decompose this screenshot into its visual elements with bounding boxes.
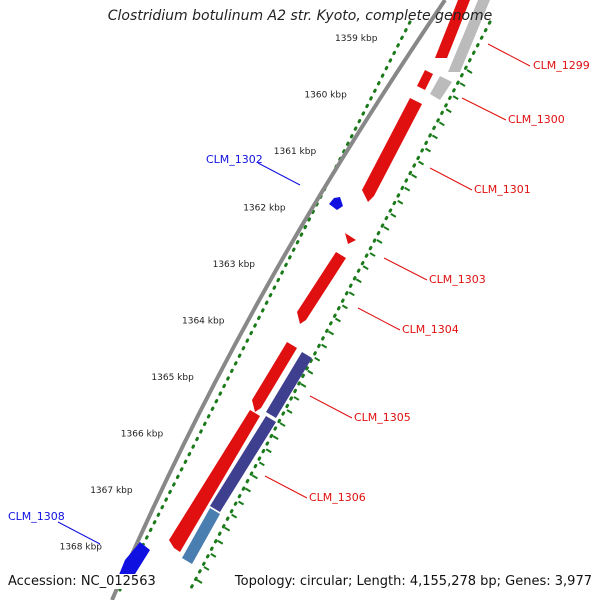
gene-label-clm-1304[interactable]: CLM_1304 xyxy=(402,323,459,336)
strand-tick xyxy=(244,487,251,493)
accession-label: Accession: NC_012563 xyxy=(8,574,156,589)
tick-ring-inner xyxy=(188,20,492,592)
strand-tick xyxy=(369,252,376,257)
strand-tick xyxy=(224,526,231,532)
strand-tick xyxy=(286,409,293,414)
tick-ring-outer xyxy=(118,20,412,592)
gene-arrow-clm-1308[interactable] xyxy=(116,542,150,582)
tick-labels: 1359 kbp 1360 kbp 1361 kbp 1362 kbp 1363 kbp… xyxy=(60,34,378,553)
label-leaders xyxy=(57,43,531,545)
gene-arrow-clm-1305[interactable] xyxy=(252,342,297,412)
gene-label-clm-1301[interactable]: CLM_1301 xyxy=(474,183,531,196)
gene-arrow-clm-1302[interactable] xyxy=(329,197,343,210)
gene-label-clm-1300[interactable]: CLM_1300 xyxy=(508,113,565,126)
strand-tick xyxy=(231,513,238,519)
strand-tick xyxy=(411,173,418,179)
strand-tick xyxy=(272,435,279,441)
gene-arrow-clm-1301[interactable] xyxy=(362,98,422,202)
strand-tick xyxy=(424,147,431,153)
tick-label-1360: 1360 kbp xyxy=(304,91,347,101)
gene-arrow-clm-1303[interactable] xyxy=(345,233,356,244)
strand-tick xyxy=(431,134,438,140)
strand-tick xyxy=(196,579,203,584)
strand-tick xyxy=(210,552,217,558)
strand-tick xyxy=(314,356,321,362)
strand-tick xyxy=(459,82,466,87)
tick-label-1365: 1365 kbp xyxy=(151,373,194,383)
strand-tick xyxy=(348,291,355,297)
gene-label-clm-1303[interactable]: CLM_1303 xyxy=(429,273,486,286)
tick-label-1361: 1361 kbp xyxy=(274,147,317,157)
strand-tick xyxy=(203,566,210,571)
strand-tick xyxy=(390,212,397,218)
strand-tick xyxy=(293,396,300,401)
gene-label-clm-1299[interactable]: CLM_1299 xyxy=(533,59,590,72)
strand-tick xyxy=(307,369,314,375)
strand-tick xyxy=(265,448,272,454)
strand-tick xyxy=(334,317,341,323)
gene-label-clm-1302[interactable]: CLM_1302 xyxy=(206,153,263,166)
gene-features xyxy=(116,0,490,582)
strand-tick xyxy=(397,199,404,205)
topology-label: Topology: circular; Length: 4,155,278 bp… xyxy=(234,574,592,589)
tick-label-1364: 1364 kbp xyxy=(182,317,225,327)
tick-label-1362: 1362 kbp xyxy=(243,204,286,214)
tick-label-1368: 1368 kbp xyxy=(60,543,103,553)
strand-tick xyxy=(452,95,459,101)
strand-tick xyxy=(466,69,473,74)
gene-label-clm-1305[interactable]: CLM_1305 xyxy=(354,411,411,424)
feature-blue-1306 xyxy=(182,508,220,564)
gene-arrow-clm-1300[interactable] xyxy=(417,70,433,90)
strand-ticks xyxy=(196,69,473,584)
strand-tick xyxy=(445,108,452,114)
strand-tick xyxy=(238,500,245,506)
feature-gray-2 xyxy=(430,76,452,100)
strand-tick xyxy=(300,382,307,388)
strand-tick xyxy=(362,265,369,271)
strand-tick xyxy=(258,461,265,467)
tick-label-1359: 1359 kbp xyxy=(335,34,378,44)
strand-tick xyxy=(328,330,335,336)
tick-label-1367: 1367 kbp xyxy=(90,486,133,496)
gene-arrow-clm-1306[interactable] xyxy=(169,410,260,552)
strand-tick xyxy=(438,121,445,127)
gene-arrow-clm-1299[interactable] xyxy=(435,0,470,58)
map-title: Clostridium botulinum A2 str. Kyoto, com… xyxy=(107,8,493,24)
feature-purple-1306 xyxy=(210,416,276,512)
strand-tick xyxy=(418,160,425,166)
strand-tick xyxy=(279,422,286,427)
strand-tick xyxy=(217,539,224,545)
genome-backbone xyxy=(110,0,447,600)
strand-tick xyxy=(251,474,258,480)
strand-tick xyxy=(376,239,383,244)
strand-tick xyxy=(341,304,348,310)
gene-label-clm-1308[interactable]: CLM_1308 xyxy=(8,510,65,523)
feature-purple-1305 xyxy=(266,352,312,418)
strand-tick xyxy=(321,343,328,349)
strand-tick xyxy=(404,186,411,192)
feature-gray-1 xyxy=(448,0,490,72)
gene-label-clm-1306[interactable]: CLM_1306 xyxy=(309,491,366,504)
strand-tick xyxy=(355,278,362,284)
strand-tick xyxy=(383,226,390,231)
tick-label-1363: 1363 kbp xyxy=(213,260,256,270)
gene-arrow-clm-1304[interactable] xyxy=(297,252,346,324)
tick-label-1366: 1366 kbp xyxy=(121,430,164,440)
